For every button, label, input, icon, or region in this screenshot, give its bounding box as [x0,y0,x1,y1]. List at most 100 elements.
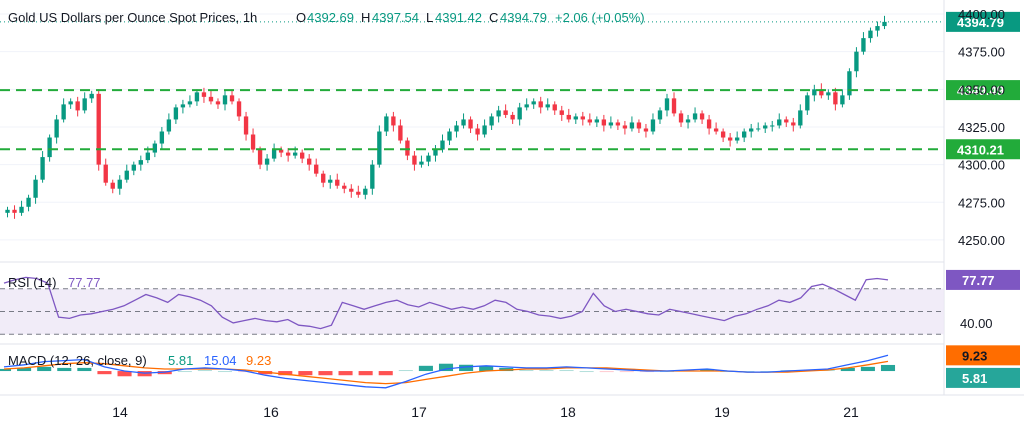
macd-histogram-bar [278,371,293,376]
high-value: 4397.54 [372,10,419,25]
candle-body [587,119,593,123]
candle-body [699,113,705,120]
candle-body [384,116,389,132]
candle-body [517,107,522,120]
candle-body [812,89,817,96]
candle-body [229,95,235,102]
candle-body [861,38,866,52]
candle-body [482,125,487,135]
candle-body [777,119,782,126]
candle-body [854,51,859,72]
macd-histogram-bar [37,366,52,372]
candle-body [650,119,656,132]
time-tick-label: 21 [843,404,859,420]
candle-body [278,149,284,153]
high-label: H [361,10,370,25]
time-tick-label: 14 [112,404,128,420]
candle-body [201,92,207,97]
macd-histogram-bar [700,368,715,372]
candle-body [166,119,172,132]
candle-body [68,101,73,105]
macd-histogram-bar [519,370,534,372]
rsi-line [3,276,889,330]
candle-body [271,149,277,159]
time-axis: 14 16 17 18 19 21 [112,404,859,420]
candle-body [826,92,831,96]
price-tick-label: 4250.00 [958,233,1005,248]
macd-histogram-bar [418,365,433,372]
low-label: L [426,10,433,25]
macd-histogram-bar [97,371,112,375]
candle-body [82,98,87,111]
price-axis: 4250.00 4275.00 4300.00 4325.00 4350.00 4375.… [958,7,1005,248]
macd-histogram-bar [117,371,132,377]
macd-histogram-bar [479,365,494,372]
candle-body [391,116,396,126]
candle-body [173,107,179,120]
candle-body [110,182,115,189]
macd-histogram-bar [318,371,333,376]
candle-body [763,125,768,129]
candle-body [89,93,94,99]
candle-body [608,122,614,126]
close-label: C [489,10,498,25]
candle-body [461,119,466,126]
macd-histogram-bar [177,371,192,373]
candle-body [264,158,270,165]
price-tick-label: 4375.00 [958,45,1005,60]
rsi-value-tag-label: 77.77 [962,273,995,288]
candle-body [454,125,459,132]
candle-body [678,113,684,123]
candle-body [805,95,810,111]
candle-body [594,119,600,123]
macd-hist-tag [946,367,1020,388]
candle-body [671,98,677,114]
candle-body [426,155,431,162]
candle-body [573,116,578,120]
macd-histogram-bar [338,371,353,376]
candle-body [285,152,291,156]
level-tag-label: 4349.49 [957,83,1004,98]
candle-body [720,131,726,138]
candle-body [840,95,845,105]
macd-signal-tag [946,345,1020,366]
time-tick-label: 18 [560,404,576,420]
macd-histogram-bar [880,364,896,372]
macd-histogram-bar [860,366,875,372]
candle-body [194,92,200,102]
time-tick-label: 17 [411,404,427,420]
macd-histogram-bar [358,371,373,376]
candle-body [468,119,473,129]
candle-body [489,116,494,126]
macd-histogram-bar [459,364,474,372]
candle-body [152,143,158,153]
candle-body [727,137,733,141]
candle-body [96,93,101,165]
low-value: 4391.42 [435,10,482,25]
macd-histogram-bar [57,367,72,372]
candle-body [356,191,361,195]
current-price-tag [946,11,1020,32]
candle-body [12,209,17,213]
candle-body [791,122,796,126]
candle-body [622,125,628,129]
candle-body [657,110,663,120]
candle-body [19,206,24,213]
price-tick-label: 4275.00 [958,195,1005,210]
candle-body [75,101,80,111]
candle-body [770,125,775,127]
candle-body [692,113,698,120]
candle-body [236,101,242,117]
price-tick-label: 4300.00 [958,158,1005,173]
candle-body [475,128,480,135]
candle-body [643,128,649,132]
open-label: O [296,10,306,25]
candle-body [496,110,501,117]
price-levels: 4349.49 4310.21 4394.79 [0,11,1020,160]
candle-body [412,155,417,165]
candle-body [187,101,193,105]
open-value: 4392.69 [307,10,354,25]
candle-body [706,119,712,129]
